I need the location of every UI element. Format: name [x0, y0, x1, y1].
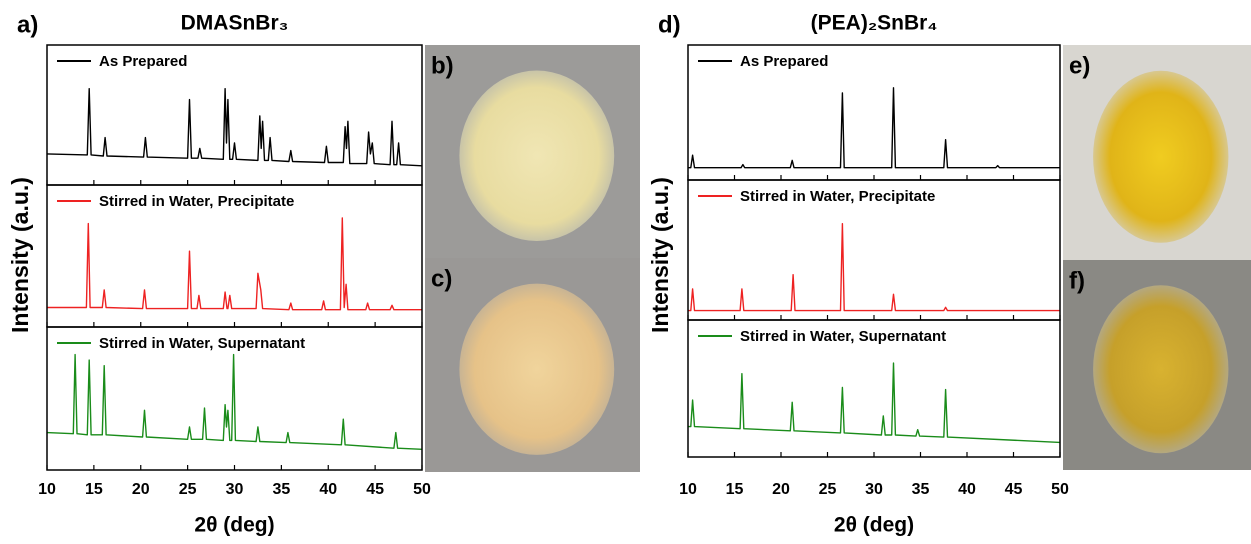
photo-label: e): [1069, 52, 1090, 79]
x-tick-label: 50: [413, 481, 431, 498]
legend-label: Stirred in Water, Supernatant: [99, 335, 305, 352]
x-tick-label: 50: [1051, 481, 1069, 498]
legend-label: As Prepared: [740, 53, 828, 70]
pattern-line: [46, 87, 423, 167]
x-tick-label: 20: [772, 481, 790, 498]
x-tick-label: 35: [912, 481, 930, 498]
chart-title: DMASnBr₃: [181, 12, 289, 35]
chart-title: (PEA)₂SnBr₄: [811, 12, 938, 35]
x-axis-label: 2θ (deg): [834, 514, 914, 537]
y-axis-label: Intensity (a.u.): [7, 177, 33, 333]
panel-frame: [687, 319, 1061, 458]
x-tick-label: 30: [226, 481, 244, 498]
x-tick-label: 10: [679, 481, 697, 498]
photo-label: f): [1069, 267, 1085, 294]
x-tick-label: 20: [132, 481, 150, 498]
pattern-line: [688, 87, 1060, 169]
legend-label: Stirred in Water, Supernatant: [740, 328, 946, 345]
legend-label: Stirred in Water, Precipitate: [740, 188, 935, 205]
x-tick-label: 40: [319, 481, 337, 498]
panel-label: a): [17, 11, 38, 38]
powder-sample: [1093, 70, 1229, 243]
x-tick-label: 25: [179, 481, 197, 498]
panel-frame: [46, 326, 423, 471]
x-tick-label: 45: [1005, 481, 1023, 498]
y-axis-label: Intensity (a.u.): [647, 177, 673, 333]
x-tick-label: 40: [958, 481, 976, 498]
x-axis-label: 2θ (deg): [194, 514, 274, 537]
pattern-line: [47, 217, 422, 311]
x-tick-label: 30: [865, 481, 883, 498]
powder-sample: [1093, 285, 1229, 454]
photo-label: c): [431, 265, 452, 292]
pattern-line: [688, 222, 1060, 312]
x-tick-label: 25: [819, 481, 837, 498]
x-tick-label: 45: [366, 481, 384, 498]
legend-label: As Prepared: [99, 53, 187, 70]
pattern-line: [688, 362, 1061, 444]
legend-label: Stirred in Water, Precipitate: [99, 193, 294, 210]
x-tick-label: 35: [272, 481, 290, 498]
x-tick-label: 15: [726, 481, 744, 498]
x-tick-label: 10: [38, 481, 56, 498]
panel-label: d): [658, 11, 681, 38]
powder-sample: [459, 283, 615, 455]
photo-label: b): [431, 52, 454, 79]
pattern-line: [46, 353, 423, 450]
x-tick-label: 15: [85, 481, 103, 498]
powder-sample: [459, 70, 615, 241]
